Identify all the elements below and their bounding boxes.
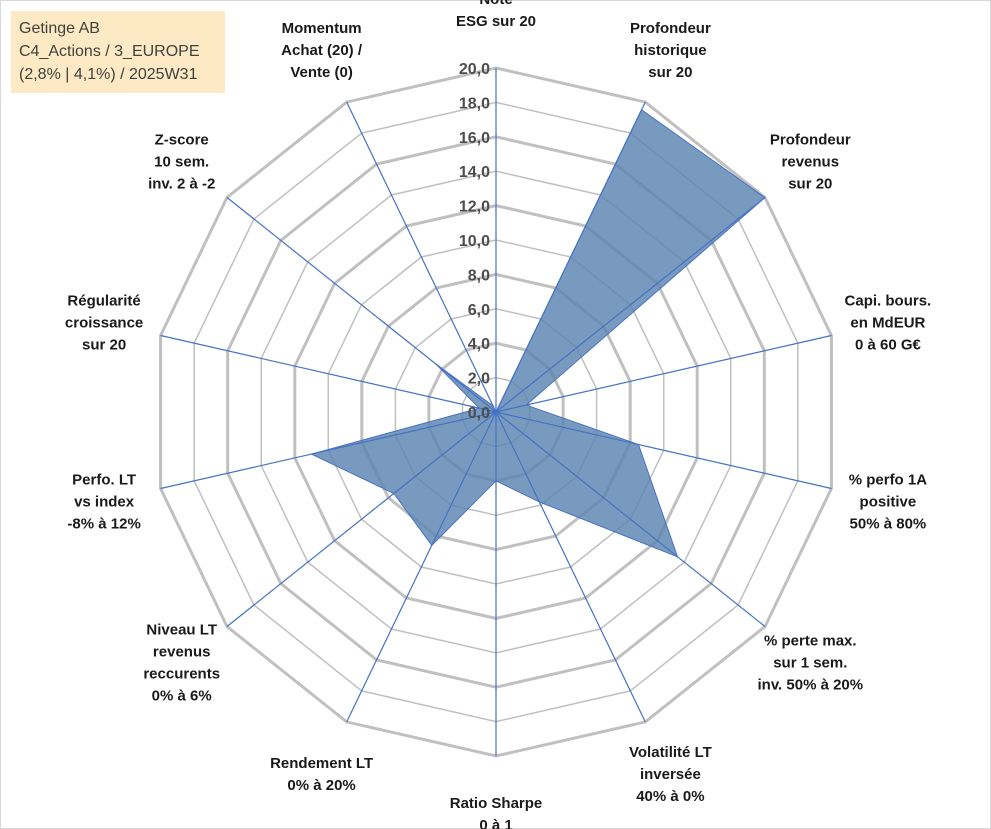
info-line-category: C4_Actions / 3_EUROPE [19, 43, 200, 60]
axis-label-line: inv. 2 à -2 [148, 175, 215, 192]
axis-label-line: Régularité [67, 293, 140, 310]
axis-spoke [495, 411, 766, 627]
axis-label-line: 0 à 1 [479, 817, 512, 829]
axis-label: Profondeur historique sur 20 [630, 20, 711, 81]
axis-label-line: 0% à 6% [152, 688, 212, 705]
axis-spoke [160, 411, 497, 490]
axis-spoke [495, 197, 766, 413]
axis-label-line: sur 20 [788, 175, 832, 192]
tick-label: 16,0 [459, 130, 490, 147]
axis-label: Volatilité LT inversée 40% à 0% [629, 744, 712, 805]
axis-label-line: sur 1 sem. [773, 655, 847, 672]
axis-label-line: revenus [782, 153, 840, 170]
axis-label-line: revenus [153, 644, 211, 661]
axis-label-line: % perfo 1A [849, 472, 928, 489]
axis-label: Z-score 10 sem. inv. 2 à -2 [148, 131, 215, 192]
info-box: Getinge AB C4_Actions / 3_EUROPE (2,8% |… [11, 11, 225, 93]
axis-label-line: Volatilité LT [629, 744, 712, 761]
axis-spoke [226, 197, 497, 413]
axis-label-line: Capi. bours. [845, 293, 932, 310]
axis-label: Ratio Sharpe 0 à 1 [450, 795, 543, 829]
axis-label-line: vs index [74, 494, 135, 511]
axis-label-line: inversée [640, 766, 701, 783]
axis-label-line: Profondeur [770, 131, 851, 148]
axis-label-line: sur 20 [648, 64, 692, 81]
tick-label: 8,0 [468, 267, 490, 284]
data-area [310, 109, 766, 558]
axis-label-line: Rendement LT [270, 755, 373, 772]
axis-label-line: 50% à 80% [850, 516, 927, 533]
tick-label: 2,0 [468, 371, 490, 388]
axis-label-line: Profondeur [630, 20, 711, 37]
axis-spoke [495, 411, 832, 490]
axis-label-line: Momentum [282, 20, 362, 37]
axis-label-line: ESG sur 20 [456, 13, 536, 30]
axis-label-line: Perfo. LT [72, 472, 136, 489]
tick-label: 4,0 [468, 336, 490, 353]
axis-label-line: inv. 50% à 20% [757, 677, 863, 694]
tick-label: 6,0 [468, 302, 490, 319]
info-line-title: Getinge AB [19, 20, 100, 37]
tick-label: 18,0 [459, 95, 490, 112]
tick-label: 12,0 [459, 199, 490, 216]
axis-label-line: Ratio Sharpe [450, 795, 543, 812]
axis-label-line: -8% à 12% [67, 516, 140, 533]
axis-spoke [226, 411, 497, 627]
axis-spoke [495, 334, 832, 413]
axis-label: Rendement LT 0% à 20% [270, 755, 373, 794]
axis-spoke [346, 411, 497, 723]
axis-label-line: 0% à 20% [287, 777, 355, 794]
tick-label: 20,0 [459, 61, 490, 78]
axis-label-line: Z-score [155, 131, 209, 148]
axis-label-line: 0 à 60 G€ [855, 337, 922, 354]
axis-spoke [346, 101, 497, 413]
axis-label: Momentum Achat (20) / Vente (0) [281, 20, 363, 81]
axis-label: Perfo. LT vs index -8% à 12% [67, 472, 140, 533]
axis-label: Note ESG sur 20 [456, 0, 536, 30]
axis-label-line: positive [860, 494, 917, 511]
axis-label-line: Niveau LT [146, 622, 217, 639]
axis-label: Profondeur revenus sur 20 [770, 131, 851, 192]
axis-label-line: sur 20 [82, 337, 126, 354]
axis-spoke [495, 101, 646, 413]
axis-label: Niveau LT revenus reccurents 0% à 6% [143, 622, 220, 705]
axis-label-line: croissance [65, 315, 143, 332]
tick-label: 0,0 [468, 405, 490, 422]
tick-label: 14,0 [459, 164, 490, 181]
axis-label: % perfo 1A positive 50% à 80% [849, 472, 928, 533]
axis-label-line: en MdEUR [850, 315, 925, 332]
info-line-stats: (2,8% | 4,1%) / 2025W31 [19, 66, 198, 83]
axis-label-line: reccurents [143, 666, 220, 683]
axis-label-line: % perte max. [764, 633, 857, 650]
axis-label-line: Vente (0) [290, 64, 353, 81]
axis-label: % perte max. sur 1 sem. inv. 50% à 20% [757, 633, 863, 694]
axis-label-line: Note [479, 0, 512, 8]
axis-spoke [495, 411, 646, 723]
tick-label: 10,0 [459, 233, 490, 250]
axis-label: Capi. bours. en MdEUR 0 à 60 G€ [845, 293, 932, 354]
axis-label-line: 40% à 0% [636, 788, 704, 805]
axis-label-line: Achat (20) / [281, 42, 363, 59]
axis-label: Régularité croissance sur 20 [65, 293, 143, 354]
axis-label-line: historique [634, 42, 707, 59]
axis-label-line: 10 sem. [154, 153, 209, 170]
axis-spoke [160, 334, 497, 413]
